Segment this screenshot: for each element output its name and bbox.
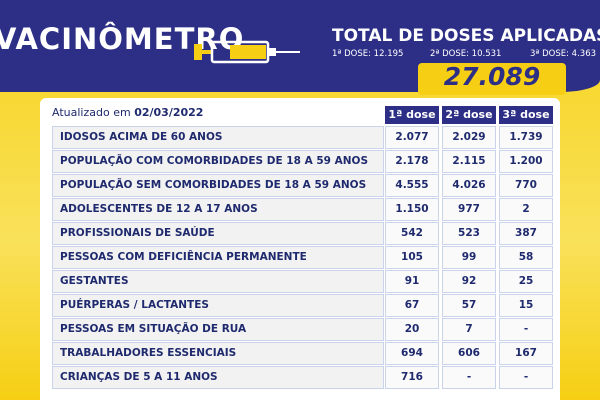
cell: 1.200 — [499, 150, 553, 173]
total-title: TOTAL DE DOSES APLICADAS — [332, 26, 600, 46]
row-bg — [52, 366, 384, 389]
row-label: PESSOAS COM DEFICIÊNCIA PERMANENTE — [60, 251, 307, 263]
cell: 387 — [499, 222, 553, 245]
cell: 167 — [499, 342, 553, 365]
cell: 105 — [385, 246, 439, 269]
row-bg — [52, 198, 384, 221]
cell: 91 — [385, 270, 439, 293]
row-label: POPULAÇÃO COM COMORBIDADES DE 18 A 59 AN… — [60, 155, 369, 167]
column-header: 1ª dose — [385, 106, 439, 124]
cell: 99 — [442, 246, 496, 269]
row-label: GESTANTES — [60, 275, 129, 287]
row-label: TRABALHADORES ESSENCIAIS — [60, 347, 237, 359]
cell: 2.115 — [442, 150, 496, 173]
row-label: PUÉRPERAS / LACTANTES — [60, 299, 209, 311]
syringe-icon — [194, 40, 300, 64]
row-bg — [52, 222, 384, 245]
cell: 716 — [385, 366, 439, 389]
cell: 2 — [499, 198, 553, 221]
cell: 67 — [385, 294, 439, 317]
row-bg — [52, 150, 384, 173]
cell: 2.029 — [442, 126, 496, 149]
cell: - — [499, 318, 553, 341]
cell: 20 — [385, 318, 439, 341]
row-bg — [52, 246, 384, 269]
column-header: 2ª dose — [442, 106, 496, 124]
updated-date: 02/03/2022 — [134, 106, 204, 119]
row-label: ADOLESCENTES DE 12 A 17 ANOS — [60, 203, 258, 215]
row-bg — [52, 126, 384, 149]
dose-total: 3ª DOSE: 4.363 — [530, 49, 597, 59]
cell: 542 — [385, 222, 439, 245]
row-label: CRIANÇAS DE 5 A 11 ANOS — [60, 371, 218, 383]
cell: 58 — [499, 246, 553, 269]
cell: - — [442, 366, 496, 389]
row-label: IDOSOS ACIMA DE 60 ANOS — [60, 131, 223, 143]
row-bg — [52, 174, 384, 197]
cell: - — [499, 366, 553, 389]
column-header: 3ª dose — [499, 106, 553, 124]
cell: 25 — [499, 270, 553, 293]
row-label: POPULAÇÃO SEM COMORBIDADES DE 18 A 59 AN… — [60, 179, 367, 191]
cell: 92 — [442, 270, 496, 293]
row-bg — [52, 270, 384, 293]
dose-total: 2ª DOSE: 10.531 — [430, 49, 502, 59]
cell: 523 — [442, 222, 496, 245]
cell: 2.077 — [385, 126, 439, 149]
cell: 977 — [442, 198, 496, 221]
total-value: 27.089 — [443, 62, 541, 91]
cell: 15 — [499, 294, 553, 317]
cell: 4.555 — [385, 174, 439, 197]
row-label: PROFISSIONAIS DE SAÚDE — [60, 227, 215, 239]
cell: 7 — [442, 318, 496, 341]
updated-label: Atualizado em — [52, 106, 131, 119]
cell: 606 — [442, 342, 496, 365]
row-bg — [52, 342, 384, 365]
updated: Atualizado em 02/03/2022 — [52, 106, 203, 119]
total-box — [418, 63, 566, 95]
cell: 1.150 — [385, 198, 439, 221]
cell: 2.178 — [385, 150, 439, 173]
cell: 4.026 — [442, 174, 496, 197]
cell: 57 — [442, 294, 496, 317]
dose-total: 1ª DOSE: 12.195 — [332, 49, 404, 59]
row-label: PESSOAS EM SITUAÇÃO DE RUA — [60, 323, 247, 335]
cell: 770 — [499, 174, 553, 197]
cell: 694 — [385, 342, 439, 365]
row-bg — [52, 294, 384, 317]
row-bg — [52, 318, 384, 341]
cell: 1.739 — [499, 126, 553, 149]
